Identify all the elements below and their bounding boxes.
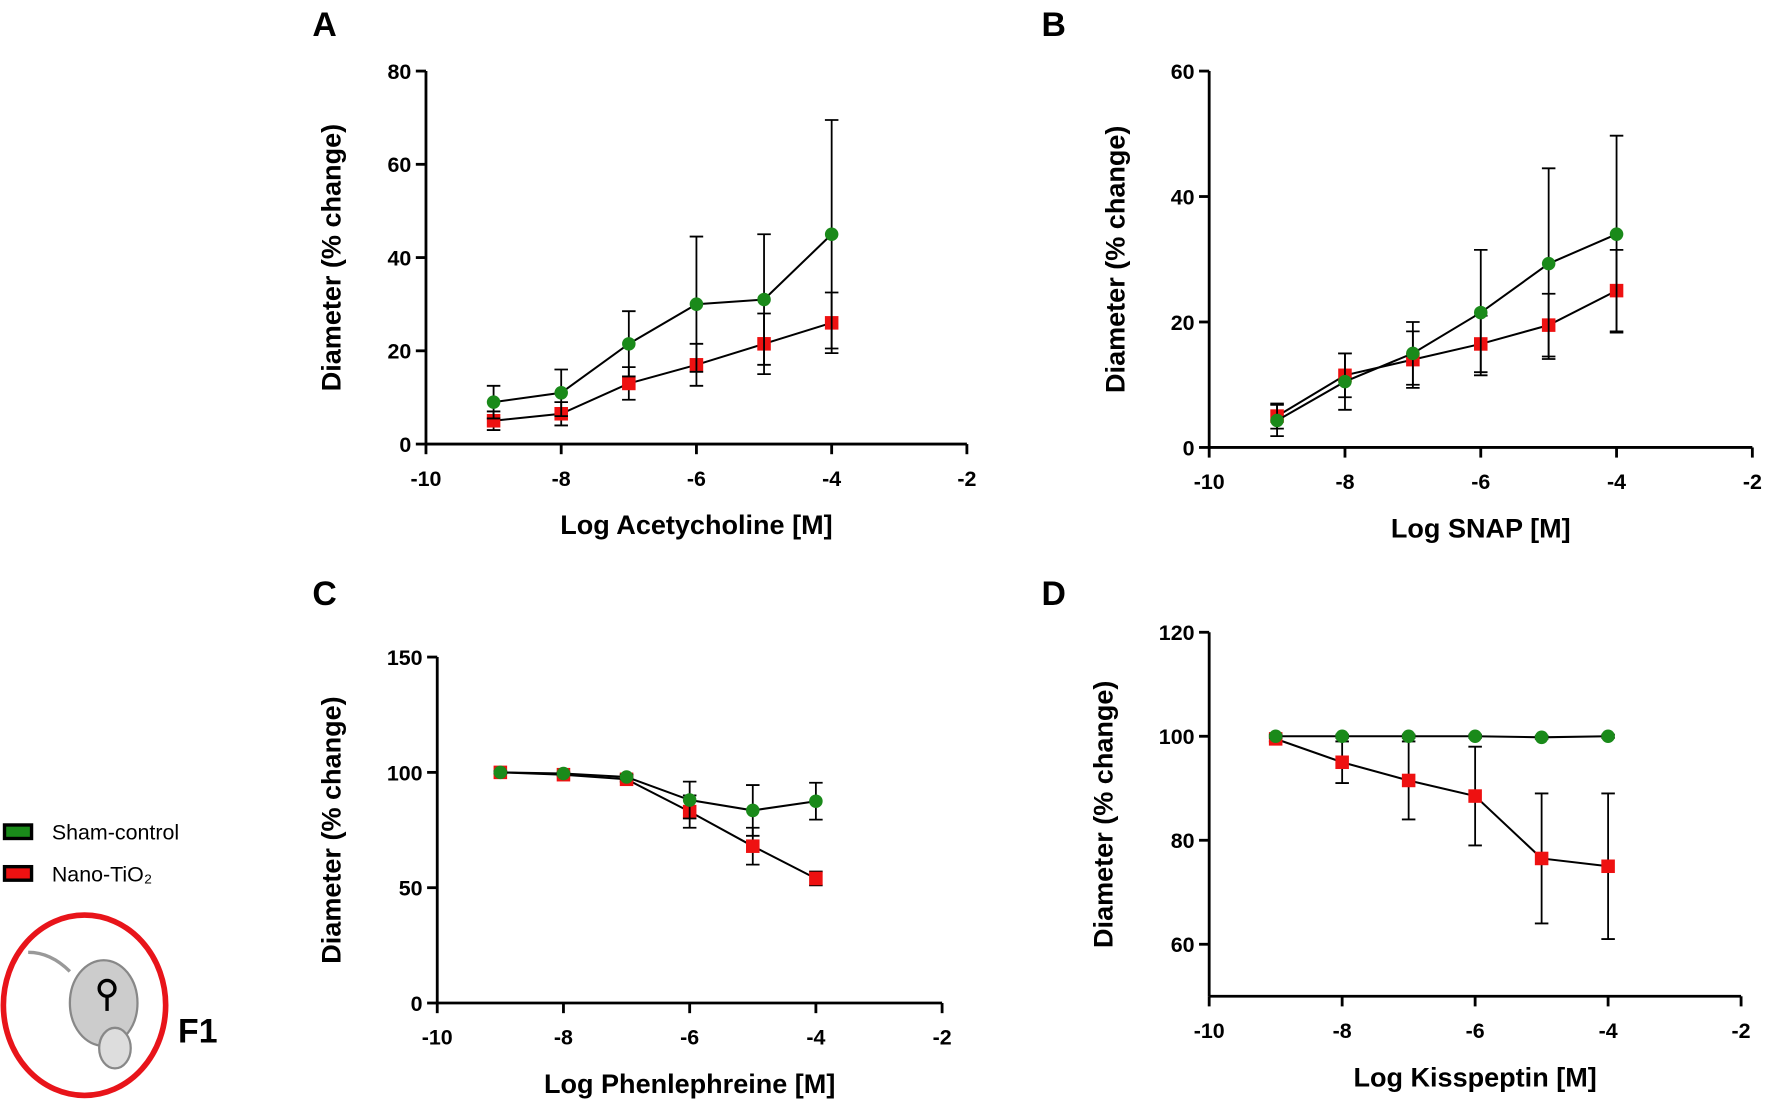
x-tick-label: -8 xyxy=(552,467,571,491)
series-line xyxy=(1275,737,1609,868)
y-tick-label: 20 xyxy=(1171,311,1195,335)
data-point xyxy=(554,386,568,400)
x-tick-label: -4 xyxy=(1607,470,1626,494)
data-point xyxy=(1401,773,1416,788)
series-line xyxy=(500,771,817,812)
x-tick-label: -10 xyxy=(1194,1019,1225,1043)
y-tick-label: 0 xyxy=(1183,436,1195,460)
data-point xyxy=(1609,227,1624,241)
data-point xyxy=(1401,729,1416,744)
x-tick-label: -6 xyxy=(687,467,706,491)
data-point xyxy=(809,794,823,808)
x-axis-label: Log Phenlephreine [M] xyxy=(544,1069,835,1099)
series-line xyxy=(493,233,833,404)
data-point xyxy=(619,770,634,784)
data-point xyxy=(746,803,760,818)
legend-label: Sham-control xyxy=(52,821,179,845)
y-tick-label: 50 xyxy=(399,877,423,901)
data-point xyxy=(486,395,501,409)
data-point xyxy=(1270,413,1284,428)
x-tick-label: -2 xyxy=(957,467,976,491)
series-line xyxy=(1275,735,1609,739)
panel-label: D xyxy=(1041,575,1065,613)
data-point xyxy=(622,376,636,391)
data-point xyxy=(1601,859,1615,874)
rat-head xyxy=(98,1026,132,1070)
data-point xyxy=(1534,730,1549,745)
y-tick-label: 100 xyxy=(1159,725,1195,749)
data-point xyxy=(486,413,501,428)
x-tick-label: -2 xyxy=(1743,470,1762,494)
data-point xyxy=(1534,851,1549,866)
y-tick-label: 80 xyxy=(1171,829,1195,853)
legend-label: Nano-TiO₂ xyxy=(52,862,152,886)
data-point xyxy=(1474,305,1488,320)
data-point xyxy=(556,766,571,781)
y-axis-label: Diameter (% change) xyxy=(316,124,346,391)
data-point xyxy=(1335,755,1349,770)
icon-circle xyxy=(0,912,169,1099)
y-tick-label: 0 xyxy=(399,433,411,457)
y-axis-label: Diameter (% change) xyxy=(1101,126,1131,393)
rat-icon xyxy=(0,912,169,1099)
data-point xyxy=(824,227,839,242)
data-point xyxy=(809,871,823,886)
data-point xyxy=(1335,729,1349,744)
y-tick-label: 20 xyxy=(388,340,412,364)
x-tick-label: -10 xyxy=(422,1026,453,1050)
data-point xyxy=(682,793,697,807)
x-tick-label: -10 xyxy=(410,467,441,491)
y-tick-label: 40 xyxy=(1171,185,1195,209)
y-tick-label: 60 xyxy=(388,153,412,177)
x-tick-label: -6 xyxy=(1466,1019,1485,1043)
rat-tail xyxy=(28,950,72,973)
x-axis-label: Log Acetycholine [M] xyxy=(560,510,832,540)
panel-label: C xyxy=(312,575,336,613)
x-tick-label: -10 xyxy=(1194,470,1225,494)
x-tick-label: -4 xyxy=(806,1026,825,1050)
x-tick-label: -4 xyxy=(1599,1019,1618,1043)
x-tick-label: -2 xyxy=(1732,1019,1751,1043)
data-point xyxy=(1541,256,1556,271)
x-tick-label: -6 xyxy=(680,1026,699,1050)
x-tick-label: -8 xyxy=(1335,470,1354,494)
figure-label: F1 xyxy=(178,1012,217,1050)
x-tick-label: -8 xyxy=(554,1026,573,1050)
data-point xyxy=(1406,346,1420,361)
data-point xyxy=(689,297,704,311)
y-axis-label: Diameter (% change) xyxy=(316,696,346,963)
data-point xyxy=(622,337,636,351)
y-tick-label: 100 xyxy=(387,761,423,785)
data-point xyxy=(1268,729,1283,744)
series-line xyxy=(1276,289,1618,417)
series-line xyxy=(493,321,832,422)
series-line xyxy=(1276,233,1617,422)
x-tick-label: -8 xyxy=(1333,1019,1352,1043)
y-tick-label: 120 xyxy=(1159,621,1195,645)
data-point xyxy=(1468,789,1482,803)
y-tick-label: 150 xyxy=(387,646,423,670)
x-axis-label: Log Kisspeptin [M] xyxy=(1353,1062,1596,1092)
y-tick-label: 0 xyxy=(411,992,423,1016)
y-tick-label: 80 xyxy=(388,60,412,84)
y-axis-label: Diameter (% change) xyxy=(1088,681,1118,948)
x-tick-label: -2 xyxy=(933,1026,952,1050)
panel-label: A xyxy=(312,6,336,44)
y-tick-label: 60 xyxy=(1171,60,1195,84)
y-tick-label: 60 xyxy=(1171,933,1195,957)
panel-label: B xyxy=(1041,6,1065,44)
data-point xyxy=(493,765,508,780)
x-axis-label: Log SNAP [M] xyxy=(1391,514,1571,544)
legend-swatch xyxy=(2,864,34,882)
data-point xyxy=(1468,729,1482,744)
x-tick-label: -6 xyxy=(1471,470,1490,494)
data-point xyxy=(757,292,771,307)
y-tick-label: 40 xyxy=(388,246,412,270)
data-point xyxy=(1338,374,1352,389)
legend-swatch xyxy=(2,823,34,841)
x-tick-label: -4 xyxy=(822,467,841,491)
data-point xyxy=(1601,729,1615,744)
data-point xyxy=(746,839,760,853)
